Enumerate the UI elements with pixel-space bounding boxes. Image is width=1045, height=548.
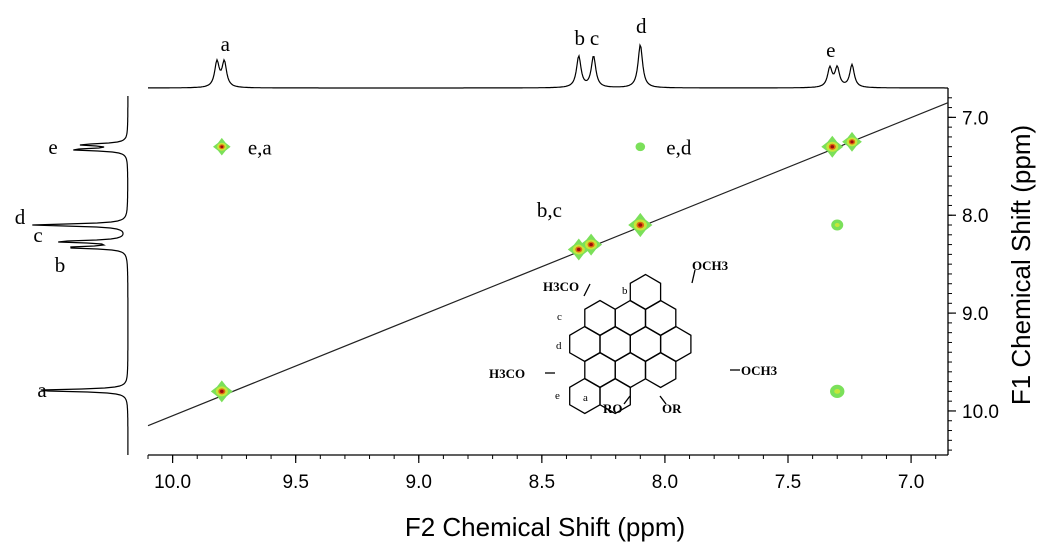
f1-projection-label: e [48, 135, 57, 159]
diagonal-line [147, 102, 949, 427]
cross-peak [210, 380, 233, 403]
molecule-ring [644, 299, 677, 337]
f1-projection-trace [32, 96, 129, 455]
peak-annotations: b,c [537, 198, 562, 222]
f2-projection-label: a [221, 32, 231, 56]
x-tick-label: 8.0 [652, 472, 678, 493]
y-tick-label: 7.0 [962, 108, 988, 129]
y-tick-label: 10.0 [962, 402, 999, 423]
f2-projection-label: e [826, 38, 835, 62]
y-axis-title: F1 Chemical Shift (ppm) [1006, 125, 1036, 405]
x-axis-title: F2 Chemical Shift (ppm) [405, 512, 685, 542]
molecule-label-right: OCH3 [741, 363, 778, 378]
cross-peak [842, 131, 862, 152]
x-tick-label: 10.0 [154, 472, 191, 493]
molecule-proton-c: c [557, 311, 562, 323]
x-axis: 10.0 9.5 9.0 8.5 8.0 7.5 7.0 [147, 455, 937, 493]
molecule-label-bottom-left: RO [603, 401, 623, 416]
cross-peaks: e,a e,d [210, 131, 862, 403]
x-tick-label: 7.5 [775, 472, 801, 493]
cross-peak: e,a [213, 136, 272, 160]
molecule-proton-d: d [556, 340, 562, 352]
cross-peak [830, 384, 845, 398]
molecule-ring [659, 325, 692, 363]
molecule-proton-e: e [555, 390, 560, 402]
molecule-bonds [545, 269, 740, 415]
molecule-structure: H3CO OCH3 H3CO OCH3 RO OR a b c d e [489, 258, 778, 416]
cross-peak: e,d [635, 136, 692, 160]
x-tick-label: 9.5 [282, 472, 308, 493]
molecule-ring [629, 273, 662, 311]
cross-peak [628, 212, 653, 238]
molecule-ring [584, 351, 616, 389]
f2-projection: a b c d e [148, 14, 948, 89]
f2-projection-trace [148, 43, 948, 89]
cross-peak [580, 233, 603, 256]
y-tick-label: 8.0 [962, 206, 988, 227]
cross-peak [831, 219, 844, 231]
molecule-bond [583, 283, 591, 297]
y-tick-label: 9.0 [962, 304, 988, 325]
molecule-ring [644, 351, 677, 389]
molecule-ring [599, 325, 631, 363]
molecule-ring [614, 299, 647, 337]
cross-peak [567, 238, 590, 261]
annotation-label: b,c [537, 198, 562, 222]
f1-projection-label: b [55, 253, 66, 277]
molecule-proton-b: b [622, 285, 628, 297]
f2-projection-label: b [575, 26, 586, 50]
molecule-bond [623, 395, 631, 405]
molecule-ring [584, 299, 616, 337]
x-tick-label: 8.5 [529, 472, 555, 493]
molecule-proton-a: a [583, 392, 588, 404]
molecule-ring [569, 325, 601, 363]
molecule-label-left: H3CO [489, 366, 525, 381]
molecule-label-top-left: H3CO [543, 279, 579, 294]
x-tick-label: 9.0 [406, 472, 432, 493]
f1-projection-label: d [15, 205, 26, 229]
molecule-ring [614, 351, 647, 389]
cross-peak-label: e,a [248, 136, 273, 160]
molecule-ring [629, 325, 662, 363]
f1-projection: e dcb a [15, 96, 129, 455]
molecule-label-top-right: OCH3 [692, 258, 729, 273]
x-tick-label: 7.0 [898, 472, 924, 493]
molecule-bond [659, 395, 667, 405]
molecule-bond [691, 269, 696, 284]
f1-projection-label: a [37, 378, 47, 402]
f2-projection-label: d [636, 14, 647, 38]
y-axis: 7.0 8.0 9.0 10.0 [948, 97, 999, 451]
diagonal-line-group [147, 102, 949, 427]
molecule-label-bottom-right: OR [662, 401, 682, 416]
f1-projection-label: c [33, 223, 42, 247]
cross-peak [821, 135, 844, 158]
f2-projection-label: c [590, 26, 599, 50]
cross-peak-label: e,d [666, 136, 692, 160]
